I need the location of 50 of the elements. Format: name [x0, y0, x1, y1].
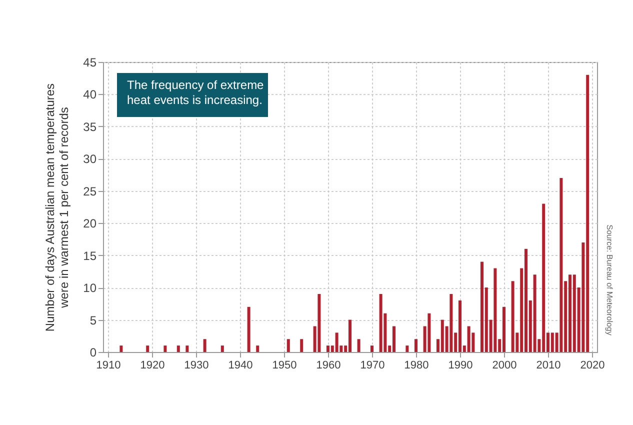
x-tick-label: 1920 [140, 360, 165, 372]
bar [203, 339, 206, 352]
bar [414, 339, 418, 352]
bar [176, 346, 180, 352]
x-tick-label: 1950 [272, 360, 297, 372]
y-tick-label: 45 [83, 56, 97, 70]
y-tick-label: 10 [83, 281, 97, 296]
y-tick-label: 30 [83, 152, 97, 166]
bar [511, 281, 514, 352]
annotation: The frequency of extreme heat events is increasing. [127, 78, 264, 107]
source-note: Source: Bureau of Meteorology [605, 224, 614, 336]
y-tick-label: 0 [90, 346, 97, 360]
bar [286, 339, 290, 352]
y-axis-title: Number of days Australian mean temperatures were in warmest 1 per cent of records [43, 83, 72, 332]
x-tick-label: 2020 [580, 360, 605, 372]
y-tick-label: 35 [83, 120, 97, 134]
bar [220, 346, 224, 352]
bar [300, 339, 304, 352]
bar [467, 326, 470, 352]
bar [247, 306, 250, 352]
bar [560, 178, 563, 352]
y-tick-label: 40 [83, 88, 97, 102]
bar [146, 346, 150, 352]
bar [256, 346, 260, 352]
x-tick-label: 1960 [316, 360, 341, 372]
bar [370, 346, 374, 352]
x-tick-label: 2010 [536, 360, 561, 372]
x-tick-label: 1940 [228, 360, 253, 372]
x-tick-label: 2000 [492, 360, 517, 372]
y-tick-label: 15 [83, 248, 97, 263]
x-tick-label: 1930 [184, 360, 209, 372]
bar [379, 294, 382, 352]
bar [428, 313, 431, 352]
bar [120, 346, 123, 352]
bar [406, 346, 409, 352]
bar [164, 346, 167, 352]
y-tick-label: 5 [90, 313, 97, 328]
x-tick-label: 1980 [404, 360, 429, 372]
x-tick-label: 1990 [448, 360, 473, 372]
x-tick-label: 1910 [96, 360, 121, 372]
bar [533, 274, 536, 352]
x-tick-label: 1970 [360, 360, 385, 372]
bar [186, 346, 189, 352]
bar [318, 294, 321, 352]
bar [335, 332, 338, 352]
bar [450, 294, 453, 352]
bar [357, 339, 360, 352]
y-tick-label: 25 [83, 184, 97, 198]
bar [494, 268, 497, 352]
y-tick-label: 20 [83, 216, 97, 231]
